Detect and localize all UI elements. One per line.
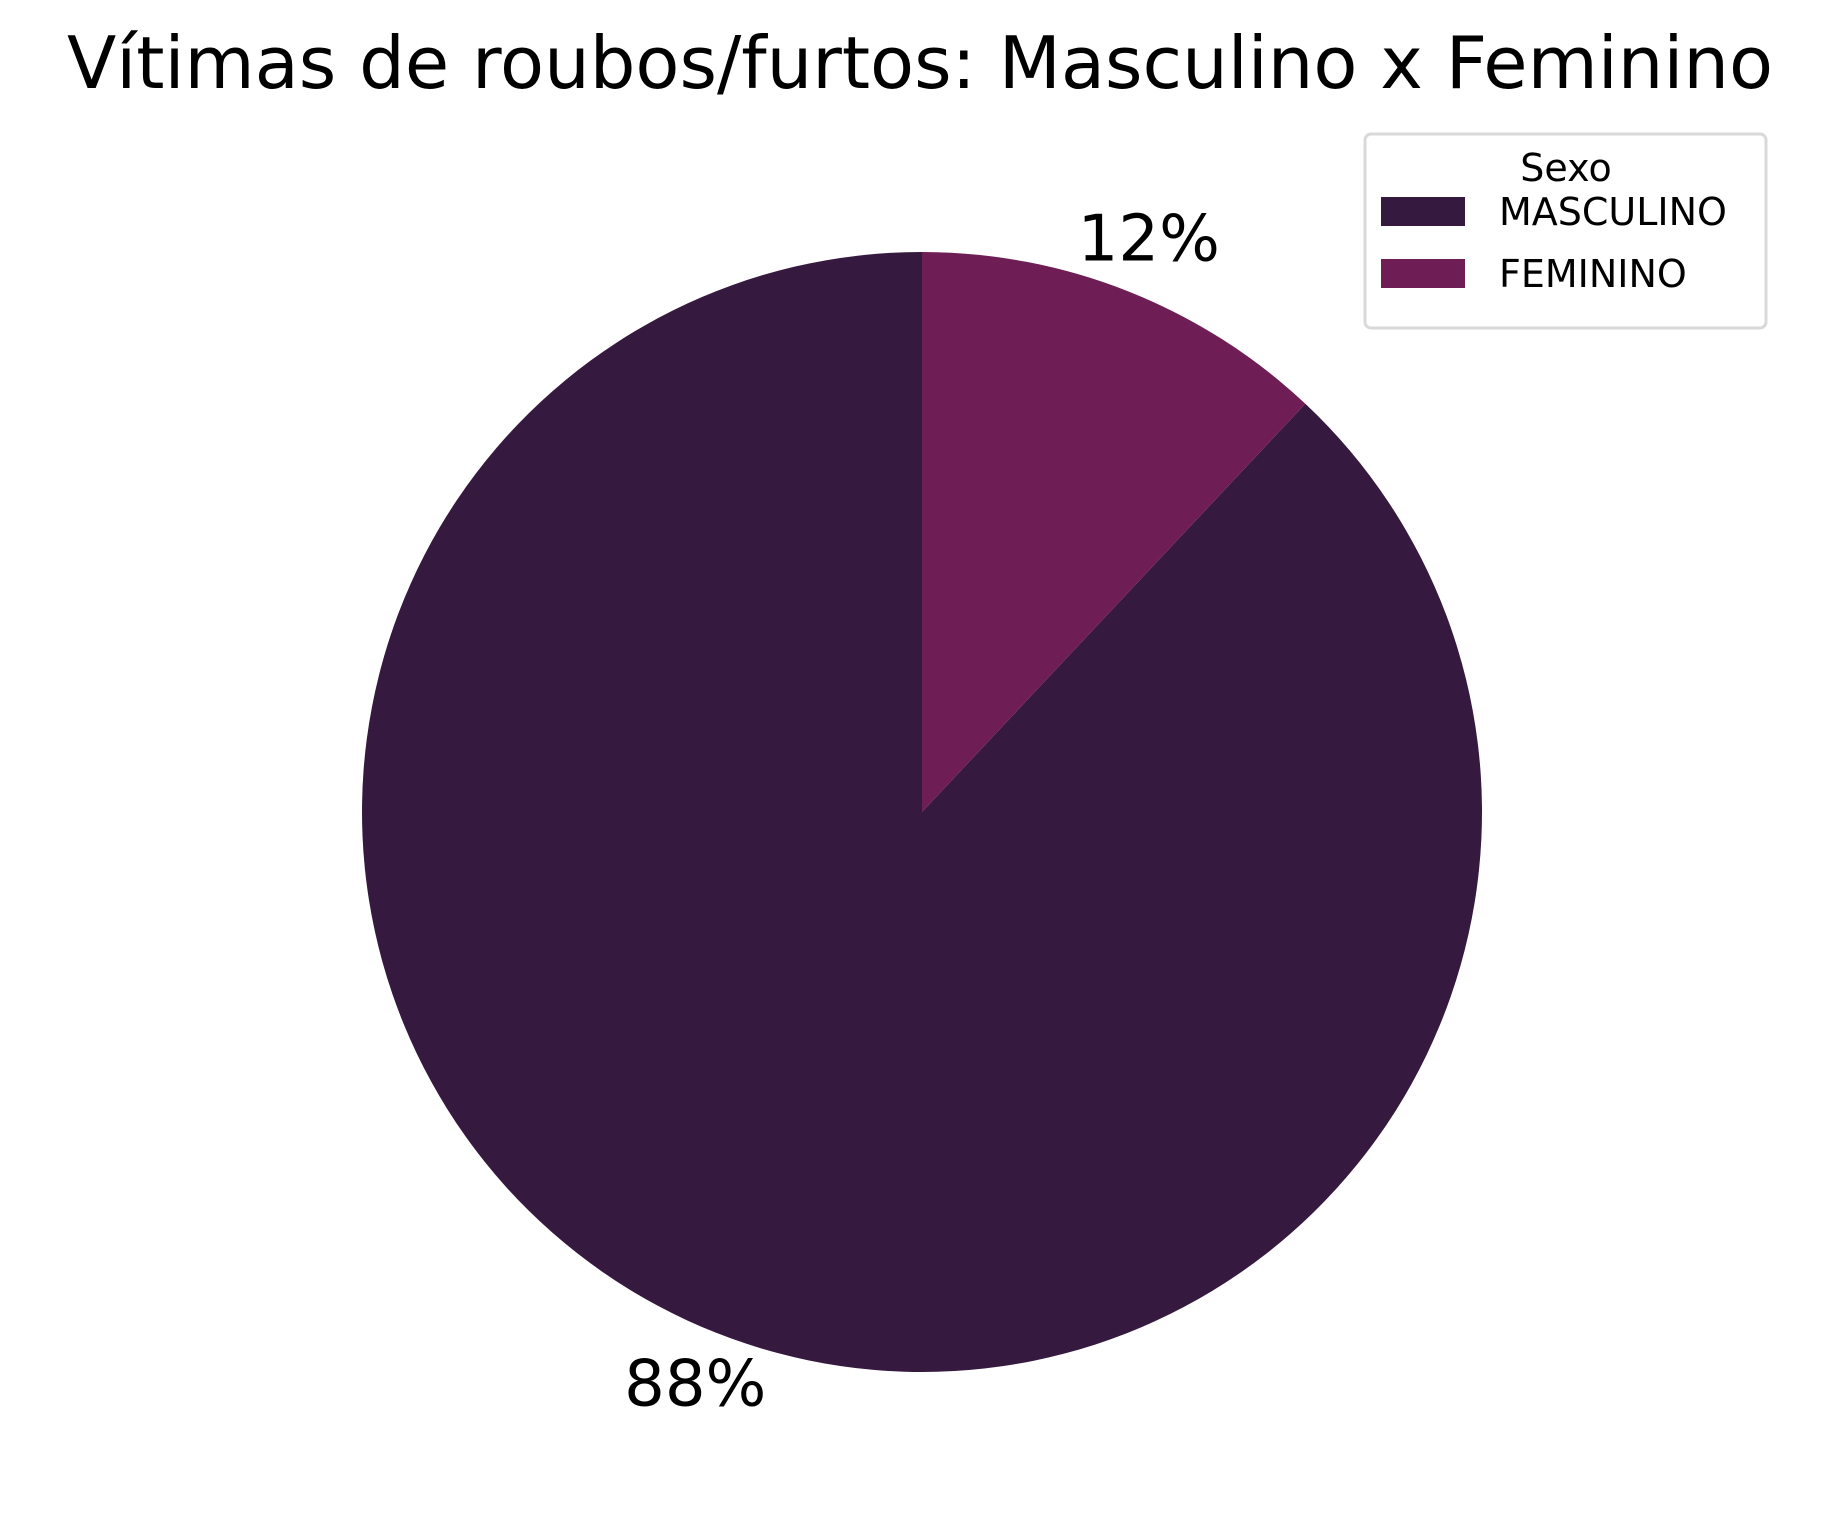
legend: Sexo MASCULINO FEMININO <box>1363 132 1768 330</box>
legend-title: Sexo <box>1520 146 1611 190</box>
legend-label-masculino: MASCULINO <box>1499 190 1727 234</box>
chart-title: Vítimas de roubos/furtos: Masculino x Fe… <box>67 21 1773 105</box>
pie-slice-labels: 88% 12% <box>624 202 1220 1421</box>
pie-slice-masculino <box>362 252 1483 1372</box>
legend-label-feminino: FEMININO <box>1499 252 1687 296</box>
pie-slices <box>362 252 1483 1372</box>
slice-label-feminino: 12% <box>1078 202 1220 276</box>
legend-frame <box>1363 132 1768 330</box>
legend-swatch-masculino <box>1381 197 1465 226</box>
legend-entries: MASCULINO FEMININO <box>1381 190 1727 296</box>
slice-label-masculino: 88% <box>624 1348 766 1422</box>
legend-swatch-feminino <box>1381 259 1465 288</box>
pie-slice-feminino <box>922 252 1306 812</box>
